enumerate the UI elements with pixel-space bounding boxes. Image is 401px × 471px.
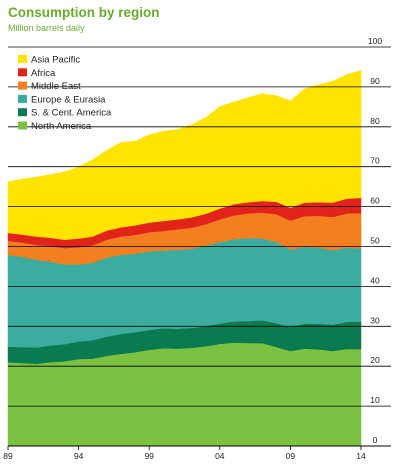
y-tick-label-50: 50 [370, 236, 380, 246]
x-tick-label-89: 89 [3, 451, 13, 461]
legend-swatch-europe-eurasia [18, 94, 27, 103]
x-tick-label-14: 14 [356, 451, 366, 461]
legend-swatch-s-cent-america [18, 108, 27, 117]
legend: Asia Pacific Africa Middle East Europe & Eu… [18, 55, 112, 132]
y-tick-label-70: 70 [370, 156, 380, 166]
y-tick-label-30: 30 [370, 315, 380, 325]
legend-swatch-middle-east [18, 81, 27, 90]
legend-swatch-asia-pacific [18, 55, 27, 63]
x-tick-label-04: 04 [215, 451, 225, 461]
y-tick-label-60: 60 [370, 196, 380, 206]
legend-label-north-america: North America [31, 121, 92, 132]
chart-title: Consumption by region [8, 5, 160, 20]
y-tick-label-40: 40 [370, 275, 380, 285]
legend-swatch-north-america [18, 121, 27, 130]
legend-swatch-africa [18, 68, 27, 77]
x-tick-label-94: 94 [74, 451, 84, 461]
legend-label-africa: Africa [31, 68, 56, 79]
area-asia-pacific [7, 70, 362, 240]
x-tick-label-09: 09 [286, 451, 296, 461]
y-tick-label-10: 10 [370, 395, 380, 405]
legend-label-europe-eurasia: Europe & Eurasia [31, 94, 106, 105]
y-tick-label-0: 0 [373, 435, 378, 445]
grid-layer [8, 46, 391, 447]
y-tick-label-20: 20 [370, 355, 380, 365]
legend-label-s-cent-america: S. & Cent. America [31, 108, 112, 119]
y-tick-label-90: 90 [370, 76, 380, 86]
legend-label-asia-pacific: Asia Pacific [31, 55, 80, 66]
chart-subtitle: Million barrels daily [8, 23, 85, 33]
y-tick-label-80: 80 [370, 116, 380, 126]
x-tick-label-99: 99 [144, 451, 154, 461]
legend-label-middle-east: Middle East [31, 81, 81, 92]
axis-layer: 0 10 20 30 40 50 60 70 80 90 100 89 94 99 04 09 14 [3, 36, 382, 461]
area-layer [7, 70, 362, 447]
y-tick-label-100: 100 [368, 36, 382, 46]
